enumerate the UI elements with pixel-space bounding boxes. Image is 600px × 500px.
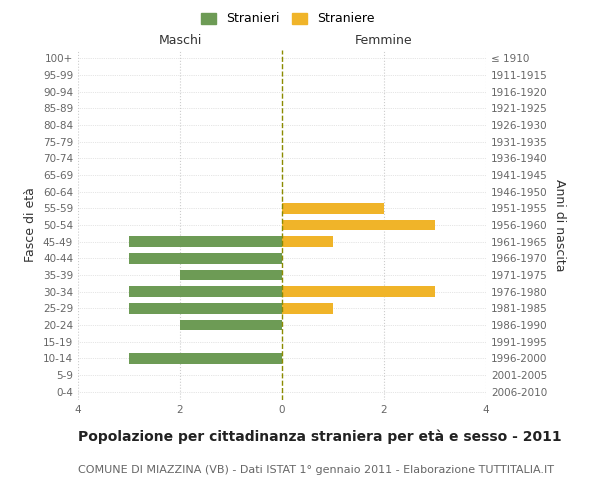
Y-axis label: Fasce di età: Fasce di età	[25, 188, 37, 262]
Bar	[129, 236, 282, 247]
Y-axis label: Anni di nascita: Anni di nascita	[553, 179, 566, 271]
Bar	[282, 286, 435, 297]
Legend: Stranieri, Straniere: Stranieri, Straniere	[197, 8, 379, 29]
Bar	[282, 303, 333, 314]
Bar	[129, 303, 282, 314]
Bar	[180, 270, 282, 280]
Bar	[129, 353, 282, 364]
Bar	[282, 236, 333, 247]
Text: Popolazione per cittadinanza straniera per età e sesso - 2011: Popolazione per cittadinanza straniera p…	[78, 430, 562, 444]
Bar	[180, 320, 282, 330]
Bar	[282, 220, 435, 230]
Text: Maschi: Maschi	[158, 34, 202, 46]
Text: COMUNE DI MIAZZINA (VB) - Dati ISTAT 1° gennaio 2011 - Elaborazione TUTTITALIA.I: COMUNE DI MIAZZINA (VB) - Dati ISTAT 1° …	[78, 465, 554, 475]
Bar	[282, 203, 384, 214]
Text: Femmine: Femmine	[355, 34, 413, 46]
Bar	[129, 286, 282, 297]
Bar	[129, 253, 282, 264]
